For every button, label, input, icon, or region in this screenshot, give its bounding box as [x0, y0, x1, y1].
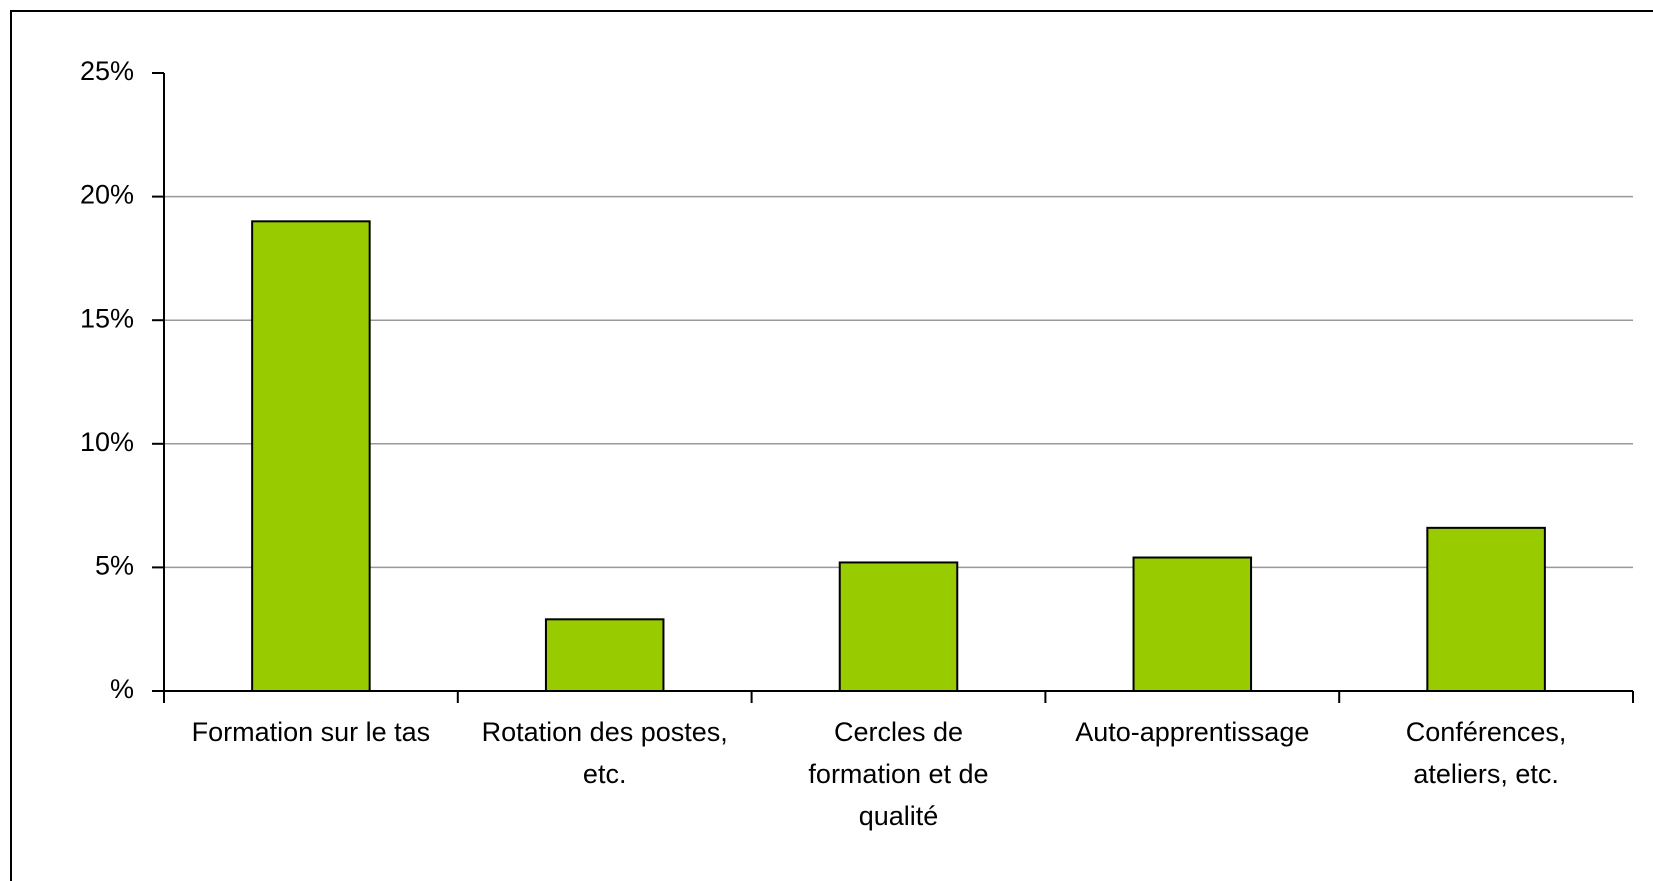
x-tick-label: Rotation des postes, etc. — [481, 717, 728, 789]
bar — [1426, 526, 1546, 693]
x-tick-label: Auto-apprentissage — [1075, 717, 1310, 747]
x-tick-label: Conférences, ateliers, etc. — [1405, 717, 1567, 789]
y-tick-label: 25% — [80, 56, 134, 86]
y-tick-label: 5% — [95, 551, 134, 581]
bar — [251, 220, 371, 692]
frame — [10, 10, 1653, 881]
y-tick-label: 15% — [80, 303, 134, 333]
x-tick-label: Formation sur le tas — [191, 717, 431, 747]
bar — [1132, 556, 1253, 693]
y-tick-label: 20% — [80, 180, 134, 210]
bar — [544, 618, 665, 693]
y-tick-label: 10% — [80, 427, 134, 457]
y-tick-label: % — [110, 674, 134, 704]
bar — [838, 561, 959, 692]
x-tick-label: Cercles de formation et de qualité — [808, 717, 989, 831]
